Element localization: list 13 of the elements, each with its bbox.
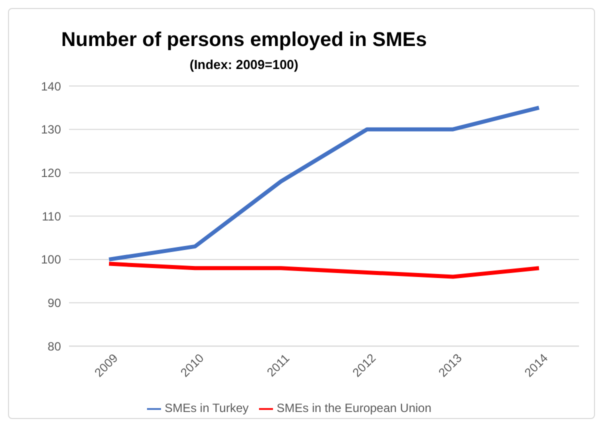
- legend-label: SMEs in Turkey: [164, 401, 249, 416]
- y-tick-label: 90: [48, 296, 62, 310]
- y-tick-label: 100: [40, 252, 62, 267]
- legend-label: SMEs in the European Union: [276, 401, 432, 416]
- y-tick-label: 120: [40, 166, 62, 180]
- y-tick-label: 80: [48, 339, 62, 354]
- y-tick-label: 130: [40, 122, 62, 137]
- chart-title: Number of persons employed in SMEs: [60, 29, 428, 52]
- line-series: [107, 262, 541, 279]
- y-tick-label: 110: [42, 209, 62, 224]
- chart-subtitle: (Index: 2009=100): [188, 57, 300, 72]
- line-series: [107, 106, 541, 262]
- y-tick-label: 140: [40, 79, 62, 94]
